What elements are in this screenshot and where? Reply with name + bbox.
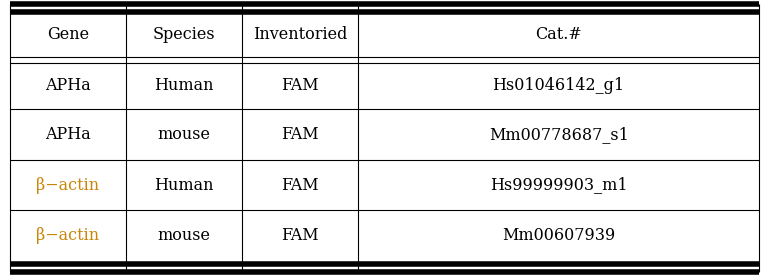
Text: Gene: Gene [47, 26, 89, 43]
Text: Human: Human [155, 78, 214, 94]
Text: β−actin: β−actin [36, 176, 100, 194]
Text: FAM: FAM [281, 126, 319, 143]
Text: Mm00607939: Mm00607939 [502, 227, 615, 243]
Text: Hs01046142_g1: Hs01046142_g1 [493, 78, 624, 94]
Text: FAM: FAM [281, 176, 319, 194]
Text: Hs99999903_m1: Hs99999903_m1 [490, 176, 628, 194]
Text: Inventoried: Inventoried [253, 26, 348, 43]
Text: FAM: FAM [281, 78, 319, 94]
Text: mouse: mouse [158, 126, 211, 143]
Text: Human: Human [155, 176, 214, 194]
Text: APHa: APHa [45, 78, 91, 94]
Text: Mm00778687_s1: Mm00778687_s1 [489, 126, 628, 143]
Text: FAM: FAM [281, 227, 319, 243]
Text: Species: Species [153, 26, 215, 43]
Text: mouse: mouse [158, 227, 211, 243]
Text: APHa: APHa [45, 126, 91, 143]
Text: Cat.#: Cat.# [535, 26, 582, 43]
Text: β−actin: β−actin [36, 227, 100, 243]
